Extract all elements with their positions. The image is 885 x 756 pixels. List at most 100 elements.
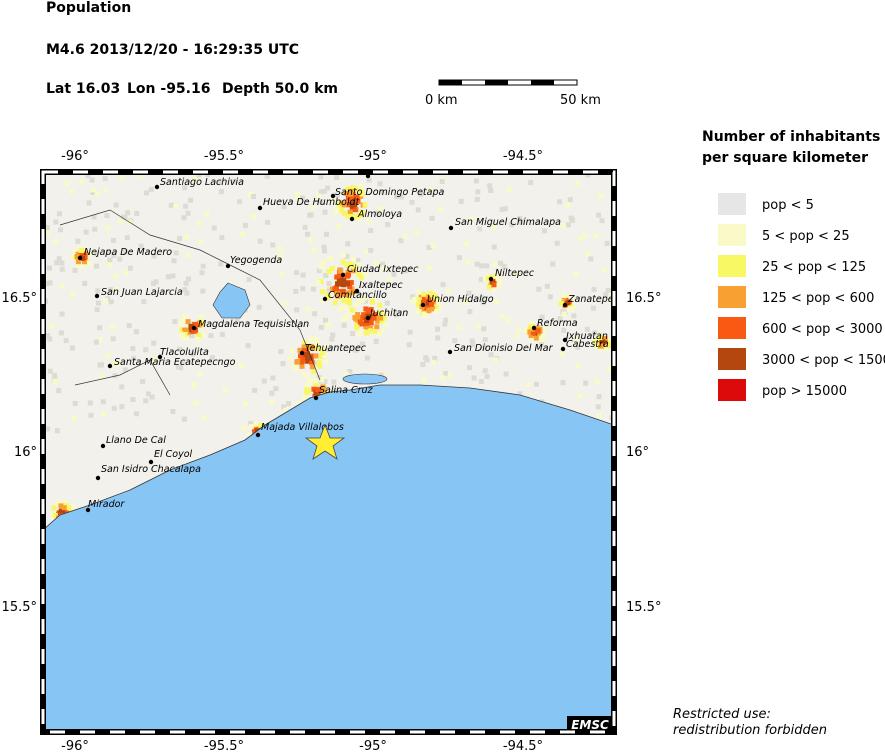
sparse-pop	[47, 368, 53, 374]
sparse-pop	[463, 241, 469, 247]
sparse-pop	[431, 359, 437, 365]
pop-cell	[538, 336, 544, 342]
sparse-pop	[130, 346, 136, 352]
sparse-pop	[192, 176, 198, 182]
sparse-pop	[583, 380, 589, 386]
sparse-pop	[56, 256, 62, 262]
sparse-pop	[185, 210, 191, 216]
sparse-pop	[138, 243, 144, 249]
sparse-pop	[256, 304, 262, 310]
pop-cell	[348, 191, 354, 197]
sparse-pop	[267, 320, 273, 326]
sparse-pop	[300, 272, 306, 278]
logo-box	[567, 716, 614, 732]
sparse-pop	[446, 288, 452, 294]
city-label: Magdalena Tequisistlan	[198, 319, 309, 330]
lat-tick: 16.5°	[2, 291, 37, 306]
sparse-pop	[596, 394, 602, 400]
pop-cell	[377, 302, 383, 308]
city-dot	[448, 225, 454, 231]
city-label: El Coyol	[154, 449, 193, 460]
sparse-pop	[83, 229, 89, 235]
pop-cell	[340, 259, 346, 265]
pop-cell	[329, 265, 335, 271]
sparse-pop	[502, 206, 508, 212]
sparse-pop	[170, 273, 176, 279]
city-dot	[560, 346, 566, 352]
pop-cell	[530, 330, 536, 336]
sparse-pop	[119, 175, 125, 181]
sparse-pop	[570, 217, 576, 223]
sparse-pop	[533, 381, 539, 387]
lon-tick: -96°	[61, 149, 89, 164]
pop-cell	[436, 296, 442, 302]
pop-cell	[354, 325, 360, 331]
city-dot	[340, 272, 346, 278]
sparse-pop	[482, 368, 488, 374]
sparse-pop	[571, 313, 577, 319]
sparse-pop	[248, 192, 254, 198]
pop-cell	[330, 196, 336, 202]
pop-cell	[180, 332, 186, 338]
sparse-pop	[341, 322, 347, 328]
legend-label: 5 < pop < 25	[762, 229, 850, 244]
sparse-pop	[242, 222, 248, 228]
sparse-pop	[180, 359, 186, 365]
sparse-pop	[573, 271, 579, 277]
sparse-pop	[211, 225, 217, 231]
sparse-pop	[103, 188, 109, 194]
pop-cell	[345, 299, 351, 305]
sparse-pop	[474, 196, 480, 202]
sparse-pop	[542, 228, 548, 234]
pop-cell	[71, 249, 77, 255]
pop-cell	[602, 336, 608, 342]
sparse-pop	[71, 416, 77, 422]
pop-cell	[491, 282, 497, 288]
pop-cell	[497, 279, 503, 285]
sparse-pop	[59, 311, 65, 317]
sparse-pop	[336, 224, 342, 230]
sparse-pop	[173, 250, 179, 256]
pop-cell	[347, 209, 353, 215]
sparse-pop	[189, 333, 195, 339]
pop-cell	[251, 424, 257, 430]
sparse-pop	[78, 179, 84, 185]
sparse-pop	[414, 230, 420, 236]
sparse-pop	[344, 372, 350, 378]
sparse-pop	[54, 428, 60, 434]
pop-cell	[344, 292, 350, 298]
pop-cell	[318, 279, 324, 285]
sparse-pop	[94, 263, 100, 269]
pop-cell	[599, 339, 605, 345]
sparse-pop	[204, 210, 210, 216]
sparse-pop	[574, 337, 580, 343]
pop-cell	[317, 363, 323, 369]
sparse-pop	[362, 298, 368, 304]
sparse-pop	[90, 189, 96, 195]
sparse-pop	[344, 253, 350, 259]
lagoon	[342, 373, 388, 385]
pop-cell	[436, 305, 442, 311]
city-label: Tlacolulita	[160, 347, 209, 358]
city-label: Cabestra	[566, 339, 609, 350]
sparse-pop	[593, 233, 599, 239]
sparse-pop	[245, 343, 251, 349]
pop-cell	[357, 183, 363, 189]
pop-cell	[540, 334, 546, 340]
sparse-pop	[488, 352, 494, 358]
sparse-pop	[426, 245, 432, 251]
pop-cell	[309, 360, 315, 366]
sparse-pop	[93, 339, 99, 345]
sparse-pop	[110, 336, 116, 342]
city-label: Union Hidalgo	[427, 294, 494, 305]
sparse-pop	[58, 227, 64, 233]
sparse-pop	[59, 260, 65, 266]
sparse-pop	[479, 295, 485, 301]
pop-cell	[319, 354, 325, 360]
sparse-pop	[125, 210, 131, 216]
pop-cell	[377, 331, 383, 337]
pop-cell	[359, 191, 365, 197]
pop-cell	[334, 285, 340, 291]
sparse-pop	[505, 317, 511, 323]
